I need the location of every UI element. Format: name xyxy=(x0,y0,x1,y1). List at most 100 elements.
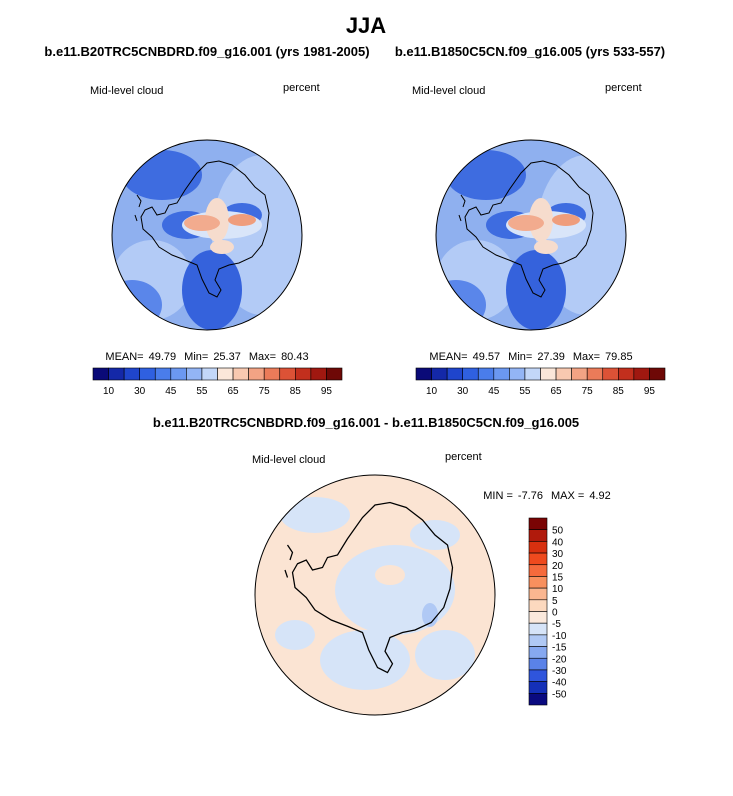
figure-title: JJA xyxy=(346,13,386,38)
stat-value: 4.92 xyxy=(589,490,610,502)
colorbar-box xyxy=(295,367,312,381)
colorbar-box xyxy=(123,367,140,381)
colorbar-box xyxy=(201,367,218,381)
colorbar-box xyxy=(263,367,281,381)
colorbar-box xyxy=(602,367,619,381)
colorbar-box xyxy=(509,367,526,381)
map xyxy=(102,140,312,330)
colorbar-label: -30 xyxy=(552,666,567,677)
panel: b.e11.B1850C5CN.f09_g16.005 (yrs 533-557… xyxy=(395,44,665,330)
colorbar-box xyxy=(431,367,448,381)
colorbar-box xyxy=(446,367,463,381)
colorbar-label: 0 xyxy=(552,608,558,619)
colorbar-box xyxy=(528,599,548,612)
colorbar-box xyxy=(528,634,548,647)
colorbar-box xyxy=(108,367,125,381)
panel-title: b.e11.B1850C5CN.f09_g16.005 (yrs 533-557… xyxy=(395,44,665,59)
colorbar-label: 45 xyxy=(165,386,177,397)
colorbar-box xyxy=(528,517,548,530)
units-label: percent xyxy=(445,451,482,463)
stat-label: MEAN= xyxy=(105,351,143,363)
colorbar-label: 75 xyxy=(582,386,594,397)
colorbar-box xyxy=(528,564,548,577)
colorbar-label: 85 xyxy=(613,386,625,397)
colorbar-box xyxy=(217,367,234,381)
panel-title: b.e11.B20TRC5CNBDRD.f09_g16.001 - b.e11.… xyxy=(153,415,579,430)
colorbar-label: -10 xyxy=(552,631,567,642)
colorbar-box xyxy=(326,367,343,381)
colorbar-box xyxy=(310,367,327,381)
stat-value: 25.37 xyxy=(213,351,241,363)
colorbar-box xyxy=(186,367,203,381)
colorbar-box xyxy=(232,367,249,381)
stat-label: MEAN= xyxy=(429,351,467,363)
stat-value: 80.43 xyxy=(281,351,309,363)
colorbar-box xyxy=(571,367,588,381)
panel-title: b.e11.B20TRC5CNBDRD.f09_g16.001 (yrs 198… xyxy=(44,44,369,59)
colorbar-box xyxy=(540,367,557,381)
variable-label: Mid-level cloud xyxy=(252,454,325,466)
colorbar-label: 50 xyxy=(552,526,564,537)
colorbar-label: 85 xyxy=(290,386,302,397)
colorbar-box xyxy=(618,367,635,381)
stat-label: Min= xyxy=(508,351,532,363)
colorbar-box xyxy=(154,367,172,381)
variable-label: Mid-level cloud xyxy=(90,85,163,97)
units-label: percent xyxy=(283,82,320,94)
stat-value: 49.57 xyxy=(473,351,501,363)
colorbar-label: 75 xyxy=(259,386,271,397)
panel: b.e11.B20TRC5CNBDRD.f09_g16.001 (yrs 198… xyxy=(44,44,370,330)
stats: MEAN= 49.57 Min= 27.39 Max= 79.85 xyxy=(429,351,632,363)
stat-value: 49.79 xyxy=(149,351,177,363)
colorbar-box xyxy=(528,657,548,671)
colorbar-box xyxy=(528,681,548,694)
colorbar-label: -40 xyxy=(552,678,567,689)
colorbar-box xyxy=(92,367,109,381)
colorbar-label: -20 xyxy=(552,654,567,665)
colorbar-label: 65 xyxy=(551,386,563,397)
stats: MEAN= 49.79 Min= 25.37 Max= 80.43 xyxy=(105,351,308,363)
colorbar-box xyxy=(528,529,548,542)
units-label: percent xyxy=(605,82,642,94)
colorbar-label: 45 xyxy=(488,386,500,397)
colorbar-box xyxy=(528,646,548,659)
colorbar-label: -50 xyxy=(552,689,567,700)
colorbar-box xyxy=(528,622,548,636)
colorbar-box xyxy=(528,576,548,589)
colorbar-label: 40 xyxy=(552,537,564,548)
colorbar-box xyxy=(528,541,548,554)
colorbar-box xyxy=(248,367,265,381)
colorbar-box xyxy=(528,552,548,566)
variable-label: Mid-level cloud xyxy=(412,85,485,97)
stat-label: MIN = xyxy=(483,490,513,502)
colorbar-label: 65 xyxy=(228,386,240,397)
colorbar-box xyxy=(139,367,156,381)
stats: MIN = -7.76 MAX = 4.92 xyxy=(483,490,610,502)
colorbar-box xyxy=(415,367,432,381)
colorbar-label: 95 xyxy=(644,386,656,397)
colorbar-box xyxy=(555,367,572,381)
stat-label: Max= xyxy=(249,351,276,363)
colorbar-box xyxy=(528,669,548,682)
colorbar-box xyxy=(633,367,650,381)
colorbar-box xyxy=(586,367,604,381)
colorbar-label: -15 xyxy=(552,643,567,654)
colorbar-label: 30 xyxy=(552,549,564,560)
stat-label: Min= xyxy=(184,351,208,363)
stat-value: -7.76 xyxy=(518,490,543,502)
colorbar-label: 10 xyxy=(426,386,438,397)
colorbar-box xyxy=(524,367,541,381)
colorbar-label: 55 xyxy=(196,386,208,397)
colorbar-label: 95 xyxy=(321,386,333,397)
colorbar-box xyxy=(528,587,548,601)
difference-panel: b.e11.B20TRC5CNBDRD.f09_g16.001 - b.e11.… xyxy=(153,415,579,716)
colorbar-box xyxy=(279,367,296,381)
map xyxy=(426,140,636,330)
stat-value: 79.85 xyxy=(605,351,633,363)
colorbar-label: 30 xyxy=(457,386,469,397)
colorbar-label: 15 xyxy=(552,572,564,583)
colorbar-label: 30 xyxy=(134,386,146,397)
colorbar-box xyxy=(528,693,548,706)
colorbar-box xyxy=(462,367,479,381)
